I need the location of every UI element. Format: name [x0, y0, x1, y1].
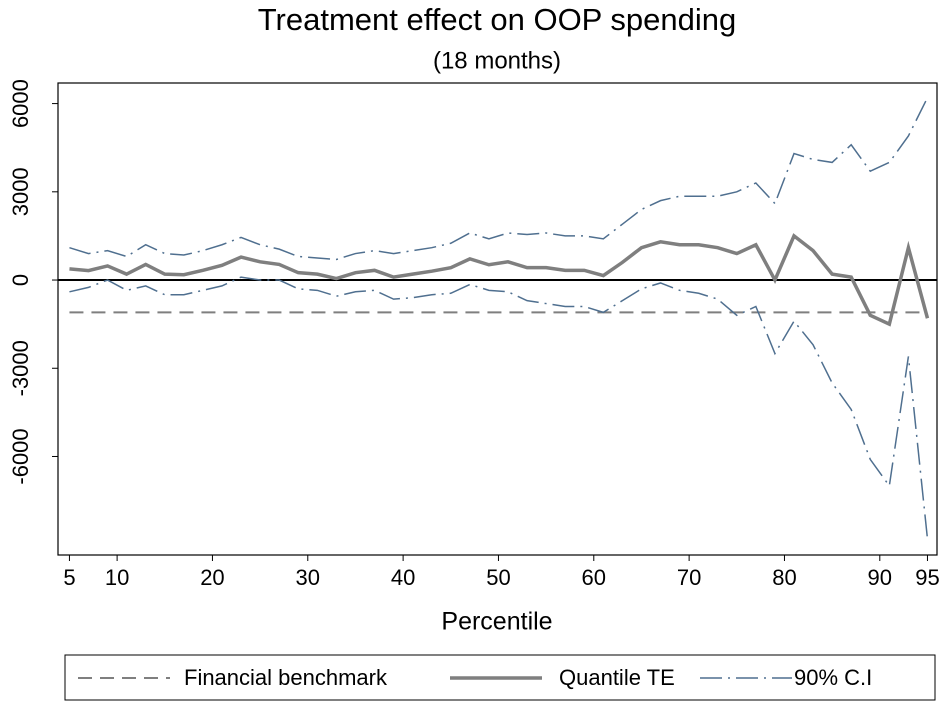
x-tick-label: 50 — [486, 565, 510, 590]
x-tick-label: 95 — [915, 565, 939, 590]
y-tick-label: -6000 — [8, 428, 33, 484]
x-tick-label: 80 — [772, 565, 796, 590]
y-tick-label: 0 — [8, 274, 33, 286]
x-tick-label: 70 — [677, 565, 701, 590]
chart-subtitle: (18 months) — [433, 47, 561, 74]
chart-title: Treatment effect on OOP spending — [258, 2, 737, 37]
legend-box — [64, 654, 936, 701]
x-tick-label: 90 — [868, 565, 892, 590]
plot-area — [57, 82, 938, 556]
legend-label: Quantile TE — [559, 665, 675, 690]
series-line — [69, 233, 930, 327]
x-axis-label: Percentile — [441, 608, 552, 636]
y-tick-label: 6000 — [8, 79, 33, 128]
y-tick-label: -3000 — [8, 340, 33, 396]
x-tick-label: 40 — [391, 565, 415, 590]
x-tick-label: 5 — [63, 565, 75, 590]
x-tick-label: 30 — [296, 565, 320, 590]
y-tick-label: 3000 — [8, 167, 33, 216]
legend-label: 90% C.I — [794, 665, 872, 690]
series-line — [69, 276, 929, 539]
x-tick-label: 10 — [105, 565, 129, 590]
legend-label: Financial benchmark — [184, 665, 388, 690]
series-line — [69, 97, 929, 261]
x-tick-label: 60 — [582, 565, 606, 590]
x-tick-label: 20 — [200, 565, 224, 590]
